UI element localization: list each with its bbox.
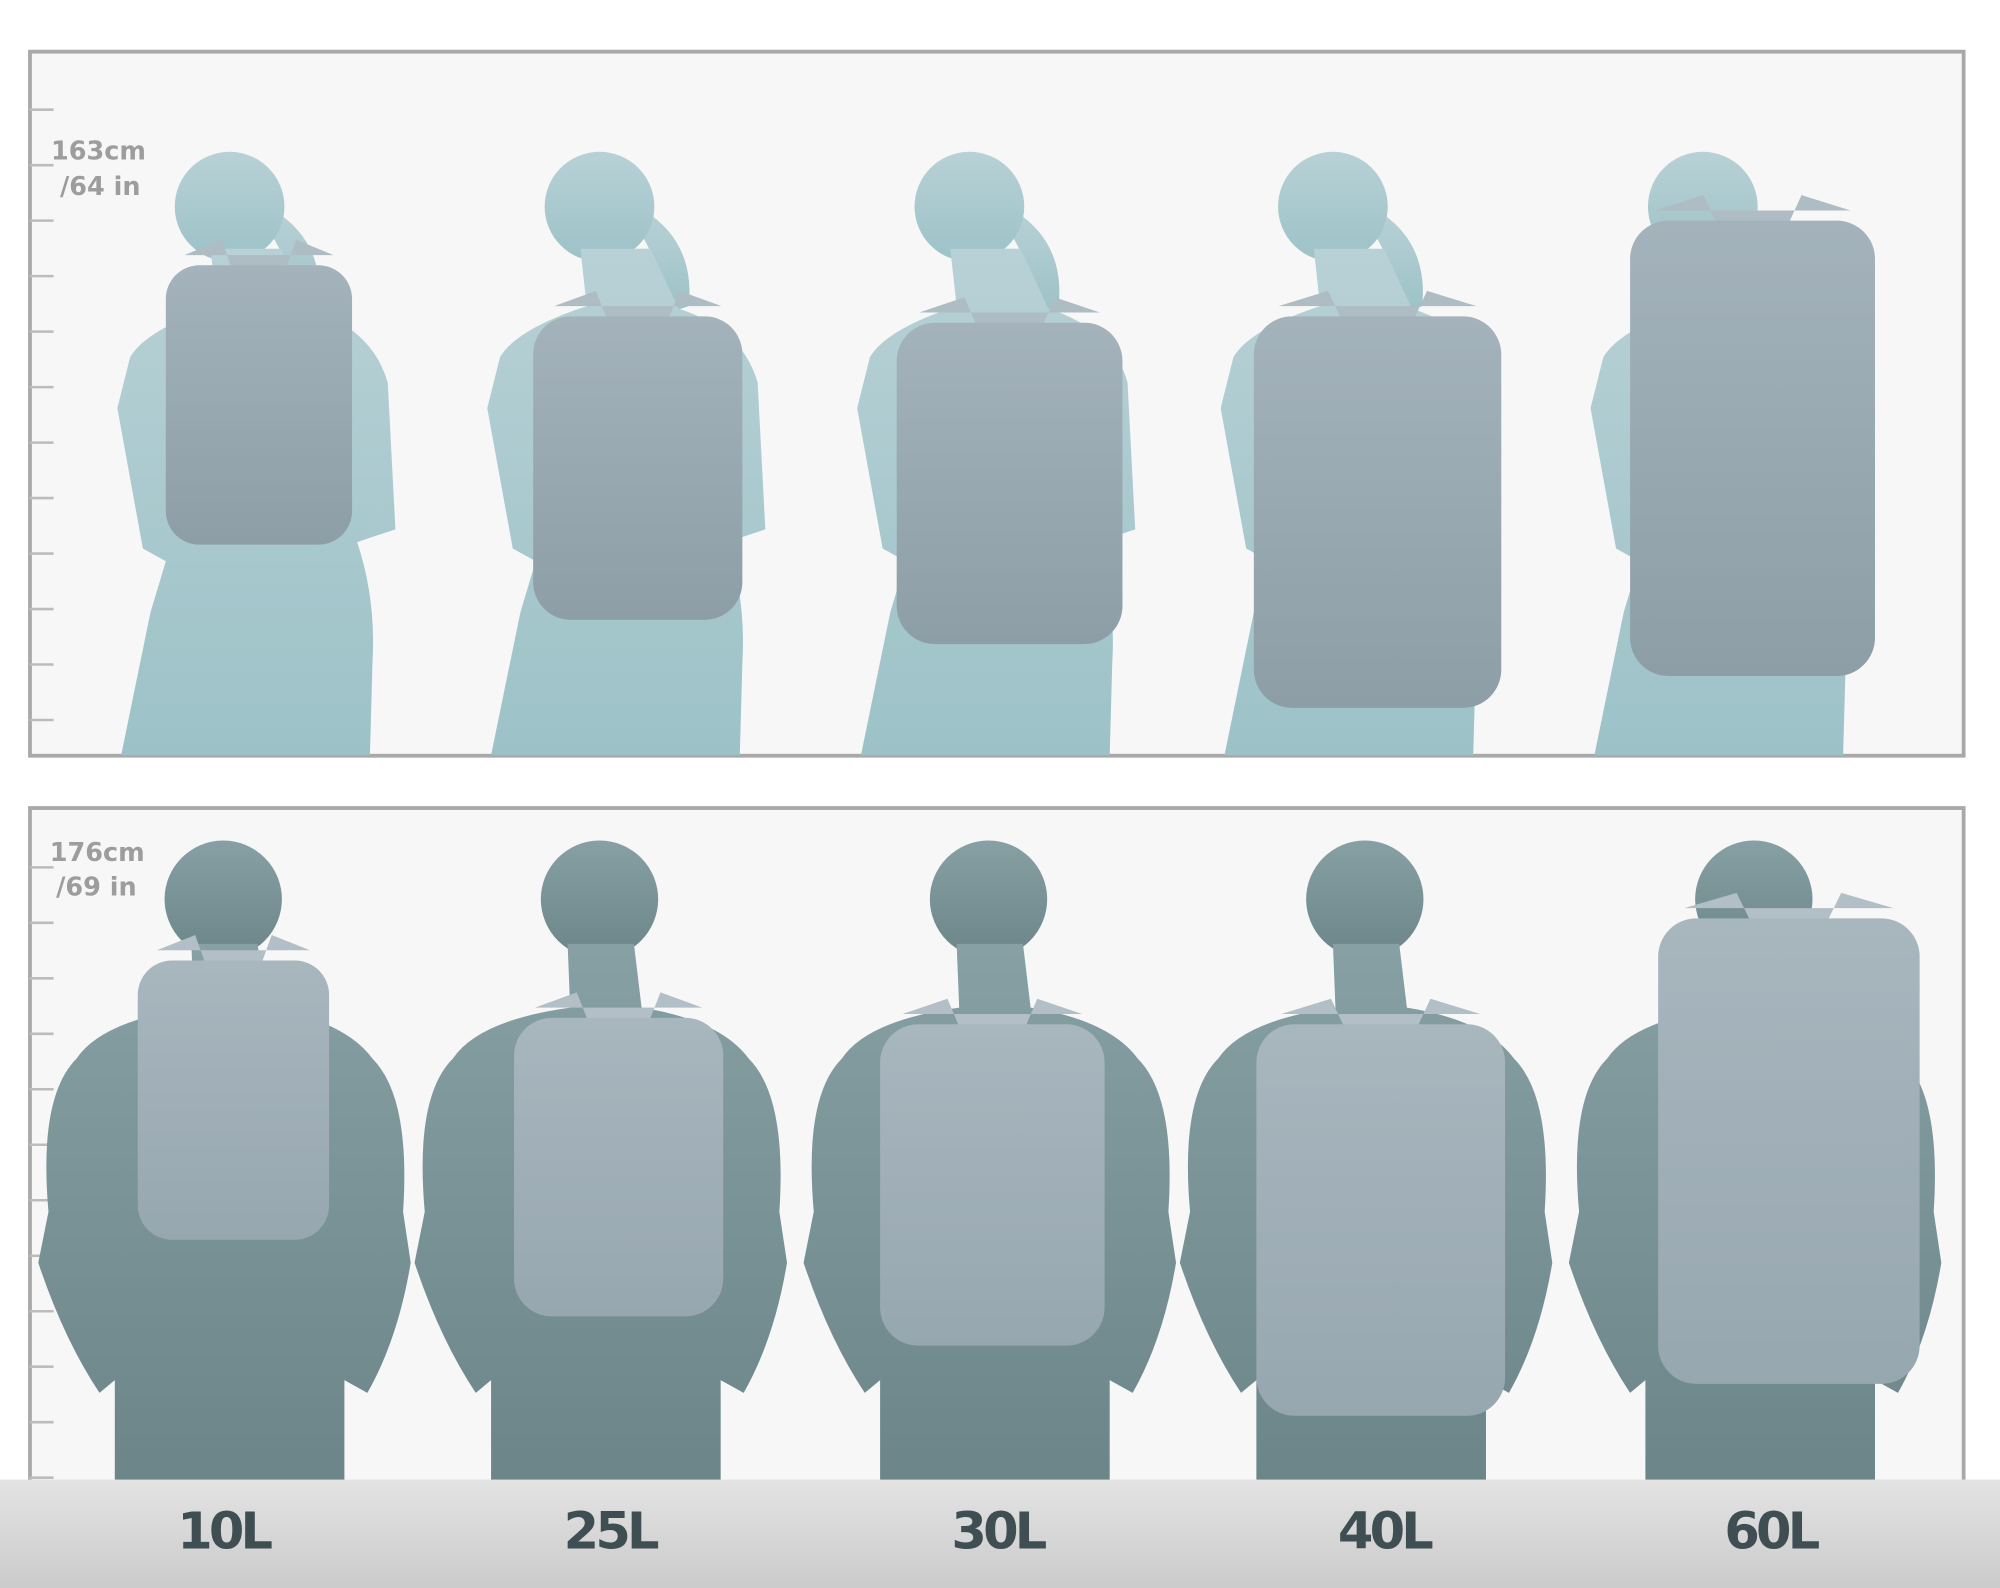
volume-label-25l: 25L (564, 1502, 659, 1561)
backpack-body (533, 316, 743, 620)
head (540, 840, 659, 958)
ponytail (1371, 210, 1423, 313)
woman-height-in: /64 in (60, 172, 141, 202)
volume-label-bar (0, 1479, 2000, 1588)
man-height-in: /69 in (56, 872, 137, 902)
woman-silhouette (857, 151, 1136, 756)
volume-label-40l: 40L (1338, 1502, 1433, 1561)
backpack (137, 934, 330, 1240)
volume-label-30l: 30L (951, 1502, 1046, 1561)
backpack (896, 297, 1123, 645)
woman-height-cm: 163cm (51, 136, 146, 166)
backpack (1256, 998, 1506, 1416)
backpack-body (896, 322, 1123, 645)
man-silhouette (414, 840, 787, 1483)
backpack-body (1253, 316, 1502, 708)
man-silhouette (803, 840, 1177, 1483)
ponytail (1007, 210, 1060, 313)
backpack-body (137, 960, 330, 1240)
backpack (1630, 195, 1875, 677)
head (174, 151, 285, 262)
man-silhouette (38, 840, 411, 1483)
woman-silhouette (117, 151, 396, 756)
backpack-body (880, 1024, 1105, 1346)
ponytail (637, 210, 690, 313)
head (1278, 151, 1388, 262)
backpack-body (514, 1017, 724, 1317)
man-silhouette (1568, 840, 1942, 1483)
backpack (880, 998, 1105, 1346)
backpack-body (1256, 1024, 1506, 1416)
backpack (514, 992, 724, 1317)
backpack-body (1658, 918, 1920, 1384)
man-height-cm: 176cm (50, 838, 145, 868)
woman-silhouette (1590, 151, 1875, 756)
head (544, 151, 655, 262)
backpack (1253, 290, 1502, 708)
head (914, 151, 1025, 262)
head (164, 840, 282, 958)
backpack (1658, 892, 1920, 1384)
volume-label-60l: 60L (1724, 1502, 1819, 1561)
backpack-body (1630, 220, 1875, 677)
backpack (165, 239, 353, 545)
head (929, 840, 1048, 958)
volume-label-10l: 10L (177, 1502, 272, 1561)
woman-silhouette (1220, 151, 1502, 756)
backpack-body (165, 265, 353, 545)
head (1306, 840, 1424, 958)
man-silhouette (1179, 840, 1553, 1483)
woman-silhouette (487, 151, 766, 756)
backpack (533, 290, 743, 620)
